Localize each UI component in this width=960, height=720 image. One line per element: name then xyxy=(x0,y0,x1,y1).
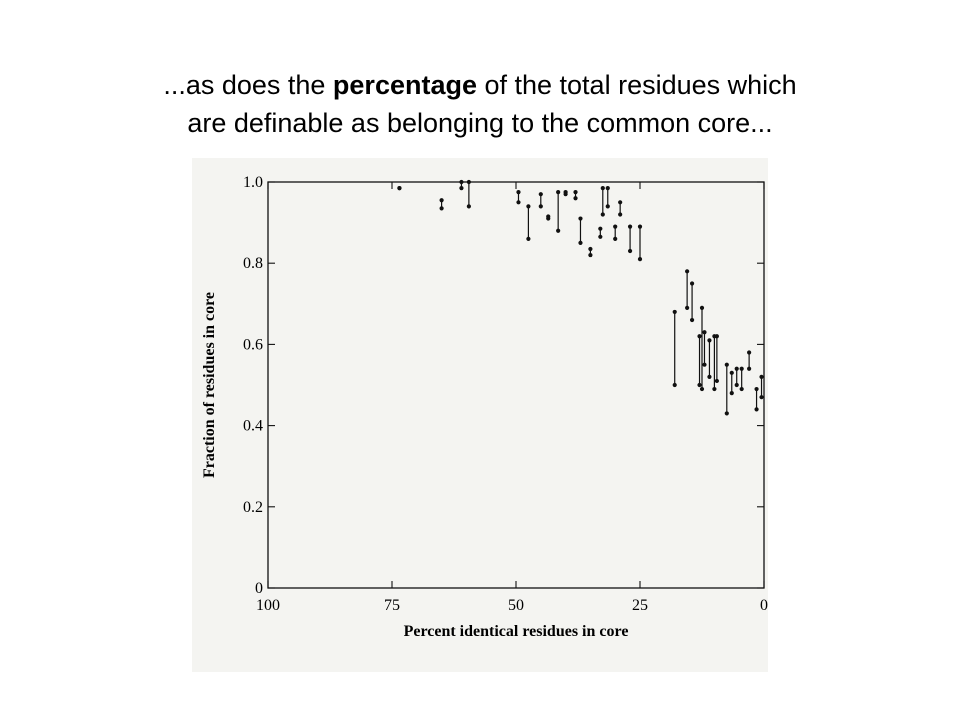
data-point-high xyxy=(697,334,702,339)
data-point-high xyxy=(618,200,623,205)
data-point-low xyxy=(598,234,603,239)
data-point-low xyxy=(697,382,702,388)
data-point-high xyxy=(563,190,568,195)
data-point-high xyxy=(689,281,695,286)
plot-area: 100 75 50 25 0 0 0.2 0.4 0.6 0.8 1.0 xyxy=(243,174,768,614)
data-point-low xyxy=(685,305,690,310)
data-point-high xyxy=(729,370,734,375)
data-point-high xyxy=(747,350,752,355)
data-point-high xyxy=(714,334,719,339)
data-point-low xyxy=(578,240,583,245)
data-point-low xyxy=(439,206,444,211)
data-point-low xyxy=(600,212,605,217)
scanned-figure-background xyxy=(192,158,768,672)
data-point-low xyxy=(618,212,623,217)
data-point-high xyxy=(466,179,471,185)
data-point-low xyxy=(699,386,705,392)
residues-chart: 100 75 50 25 0 0 0.2 0.4 0.6 0.8 1.0 Percent ident… xyxy=(201,174,768,640)
data-point-high xyxy=(672,309,677,315)
data-point-low xyxy=(724,411,729,416)
data-point-low xyxy=(739,386,744,392)
data-point-high xyxy=(573,190,578,195)
data-point-low xyxy=(754,407,759,412)
data-point-low xyxy=(689,317,695,323)
data-point-high xyxy=(637,224,643,229)
data-point-low xyxy=(759,395,764,400)
y-tick-label: 0 xyxy=(255,580,263,597)
data-point-low xyxy=(526,236,531,241)
data-point-high xyxy=(685,269,690,274)
data-point-high xyxy=(439,198,444,203)
data-point-high xyxy=(578,216,583,221)
data-point-low xyxy=(637,257,643,262)
y-tick-label: 0.2 xyxy=(243,499,263,516)
title-emphasis: percentage xyxy=(332,70,477,100)
y-tick-label: 0.8 xyxy=(243,255,263,272)
x-tick-label: 25 xyxy=(632,597,648,614)
x-tick-label: 75 xyxy=(384,597,400,614)
data-point-high xyxy=(526,204,531,209)
slide-title: ...as does the percentage of the total r… xyxy=(0,66,960,142)
title-text-end: of the total residues which xyxy=(476,70,797,100)
data-point-low xyxy=(613,236,618,241)
y-tick-label: 0.6 xyxy=(243,336,263,353)
data-point-low xyxy=(516,200,521,205)
data-point-low xyxy=(712,386,717,392)
title-text-start: ...as does the xyxy=(163,70,333,100)
data-point-high xyxy=(734,366,739,371)
data-point-high xyxy=(759,374,764,379)
data-point-low xyxy=(627,248,633,254)
data-point-high xyxy=(724,362,729,367)
data-point-high xyxy=(754,386,759,392)
data-point-low xyxy=(747,366,752,371)
data-point-low xyxy=(734,382,739,388)
slide-title-line-1: ...as does the percentage of the total r… xyxy=(0,66,960,104)
data-point-low xyxy=(556,228,561,233)
y-tick-label: 0.4 xyxy=(243,418,263,435)
data-point-high xyxy=(613,224,618,229)
data-point-high xyxy=(600,185,605,191)
data-point-low xyxy=(538,204,543,209)
data-point-high xyxy=(397,185,402,191)
data-point-high xyxy=(546,214,551,219)
data-point-high xyxy=(588,246,593,252)
data-point-low xyxy=(459,185,464,191)
data-point-low xyxy=(707,374,712,379)
data-point-high xyxy=(556,190,561,195)
x-axis-label: Percent identical residues in core xyxy=(404,623,629,640)
data-point-low xyxy=(672,382,677,388)
data-point-low xyxy=(588,252,593,258)
data-point-high xyxy=(699,305,705,310)
data-point-low xyxy=(466,204,471,209)
data-point-high xyxy=(516,190,521,195)
data-point-low xyxy=(729,391,734,396)
x-tick-label: 100 xyxy=(256,597,280,614)
y-tick-label: 1.0 xyxy=(243,174,263,191)
data-point-high xyxy=(627,224,633,229)
data-point-high xyxy=(598,226,603,231)
plot-frame xyxy=(267,181,765,589)
data-point-low xyxy=(714,378,719,384)
data-point-low xyxy=(573,196,578,201)
slide-title-line-2: are definable as belonging to the common… xyxy=(187,108,773,138)
x-tick-label: 50 xyxy=(508,597,524,614)
x-tick-label: 0 xyxy=(760,597,768,614)
data-point-low xyxy=(702,362,707,367)
data-point-low xyxy=(605,204,610,209)
data-point-high xyxy=(538,192,543,197)
data-point-high xyxy=(739,366,744,371)
data-point-high xyxy=(605,185,610,191)
y-axis-label: Fraction of residues in core xyxy=(201,292,218,478)
data-point-high xyxy=(459,179,464,185)
data-point-high xyxy=(702,330,707,335)
data-point-high xyxy=(707,338,712,343)
